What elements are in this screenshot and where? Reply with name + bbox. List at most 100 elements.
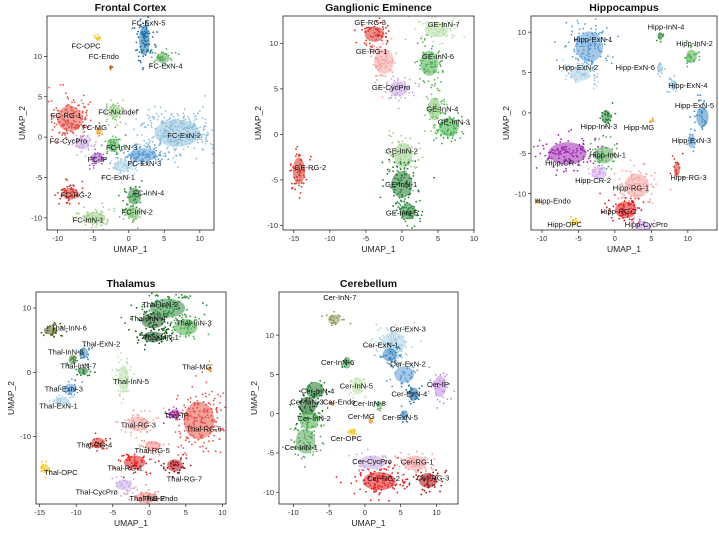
- cell-point: [394, 154, 396, 157]
- cell-point: [440, 133, 442, 136]
- cell-point: [99, 213, 102, 216]
- cell-point: [146, 442, 148, 445]
- cell-point: [587, 67, 590, 69]
- cell-point: [94, 148, 97, 151]
- cell-point: [607, 165, 610, 168]
- cell-point: [195, 416, 198, 419]
- cell-point: [589, 36, 592, 38]
- y-tick-label: 10: [270, 39, 278, 48]
- cell-point: [534, 155, 537, 158]
- cell-point: [594, 150, 597, 153]
- cell-point: [420, 62, 423, 64]
- cell-point: [142, 34, 144, 37]
- cell-point: [676, 161, 679, 164]
- cell-point: [302, 182, 305, 185]
- cell-point: [545, 143, 548, 146]
- cell-point: [688, 133, 691, 136]
- cell-point: [610, 116, 613, 118]
- cell-point: [422, 80, 425, 82]
- cell-point: [177, 53, 180, 56]
- cell-point: [431, 112, 434, 115]
- cell-point: [413, 153, 416, 156]
- cell-point: [193, 416, 196, 419]
- cell-point: [202, 127, 205, 129]
- cell-point: [392, 75, 395, 78]
- cell-point: [597, 176, 600, 179]
- cell-point: [150, 312, 153, 315]
- cell-point: [120, 368, 123, 371]
- cell-point: [71, 131, 74, 133]
- cell-point: [358, 468, 360, 471]
- cell-point: [692, 139, 695, 141]
- cell-point: [116, 370, 119, 373]
- cell-point: [427, 390, 430, 393]
- cell-point: [118, 169, 121, 172]
- cell-point: [204, 121, 207, 124]
- cell-point: [413, 205, 415, 208]
- cell-point: [394, 61, 396, 64]
- cell-point: [94, 36, 97, 39]
- cell-point: [576, 62, 579, 65]
- cell-point: [409, 188, 412, 190]
- cell-point: [397, 170, 399, 173]
- cell-point: [192, 132, 195, 135]
- cell-point: [114, 126, 117, 129]
- cell-point: [352, 393, 355, 396]
- cell-point: [548, 157, 551, 159]
- cell-point: [618, 217, 621, 220]
- cell-point: [87, 103, 90, 106]
- cell-point: [396, 178, 399, 180]
- cell-point: [150, 65, 153, 67]
- cell-point: [393, 79, 396, 82]
- cell-point: [131, 201, 134, 204]
- cell-point: [149, 151, 152, 153]
- cell-point: [375, 46, 378, 49]
- cell-point: [72, 123, 75, 125]
- cell-point: [118, 361, 121, 364]
- cell-point: [71, 109, 74, 112]
- cell-point: [581, 52, 583, 55]
- cell-point: [142, 456, 144, 459]
- cell-point: [78, 120, 81, 123]
- cell-point: [123, 368, 125, 371]
- cell-point: [122, 218, 125, 220]
- cell-point: [129, 459, 131, 461]
- x-axis-label: UMAP_1: [361, 244, 395, 254]
- cell-point: [384, 484, 387, 487]
- cell-point: [104, 140, 107, 143]
- cell-point: [613, 144, 616, 146]
- cell-point: [183, 313, 186, 316]
- cell-point: [392, 204, 394, 207]
- cell-point: [122, 109, 125, 112]
- cell-point: [72, 218, 75, 221]
- cell-point: [161, 299, 164, 301]
- cell-point: [123, 188, 126, 191]
- cell-point: [462, 132, 465, 135]
- cell-point: [41, 460, 43, 463]
- cell-point: [85, 139, 88, 142]
- cell-point: [171, 123, 174, 126]
- cell-point: [160, 135, 163, 137]
- cell-point: [113, 145, 116, 147]
- cell-point: [187, 115, 190, 118]
- cell-point: [387, 483, 390, 486]
- cell-point: [555, 153, 557, 155]
- cell-point: [305, 429, 308, 432]
- cell-point: [148, 334, 151, 337]
- cell-point: [555, 59, 558, 62]
- cell-point: [428, 70, 431, 73]
- cell-point: [361, 452, 363, 455]
- cell-point: [197, 402, 200, 405]
- cell-point: [165, 130, 168, 133]
- cell-point: [141, 163, 144, 166]
- cell-point: [597, 157, 600, 160]
- cell-point: [131, 152, 134, 155]
- cell-point: [291, 187, 293, 190]
- cell-point: [392, 170, 395, 172]
- y-tick-label: 0: [274, 130, 278, 139]
- cluster-label: FC-RG-2: [61, 191, 92, 200]
- cell-point: [601, 153, 604, 156]
- cell-point: [434, 60, 437, 63]
- cell-point: [118, 172, 121, 175]
- cell-point: [178, 130, 181, 133]
